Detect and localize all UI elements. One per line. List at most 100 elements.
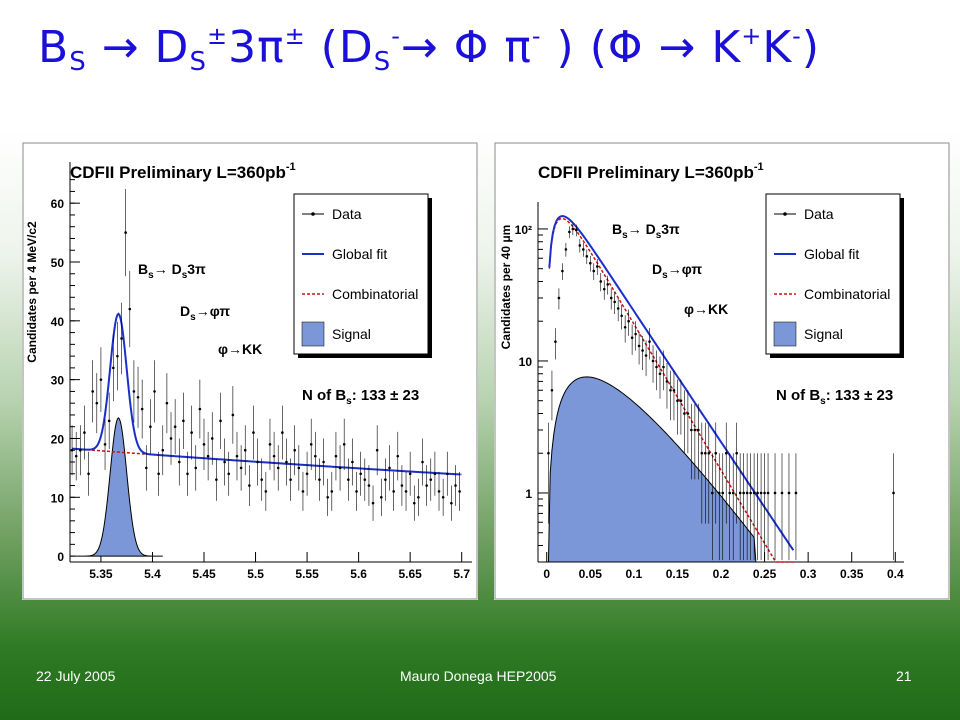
- x-tick-label: 0: [543, 567, 550, 581]
- data-marker: [595, 265, 599, 268]
- data-point: [87, 451, 90, 496]
- data-point: [260, 458, 264, 501]
- data-point: [707, 422, 711, 524]
- data-marker: [169, 437, 173, 440]
- data-marker: [177, 460, 181, 464]
- data-marker: [561, 269, 564, 273]
- data-marker: [136, 395, 140, 399]
- data-point: [710, 453, 714, 561]
- data-point: [742, 453, 745, 561]
- data-marker: [683, 412, 686, 415]
- data-point: [794, 453, 798, 561]
- data-point: [107, 392, 111, 450]
- data-marker: [693, 428, 697, 432]
- data-point: [379, 478, 383, 516]
- data-point: [95, 373, 99, 434]
- data-point: [575, 224, 578, 237]
- combinatorial-curve: [548, 217, 794, 563]
- data-marker: [384, 478, 387, 481]
- footer-page-number: 21: [896, 668, 912, 684]
- data-marker: [140, 407, 144, 411]
- data-point: [787, 453, 791, 561]
- data-point: [613, 292, 616, 314]
- data-point: [136, 366, 140, 428]
- data-point: [363, 458, 367, 501]
- data-point: [309, 418, 313, 470]
- data-marker: [70, 448, 74, 452]
- data-marker: [326, 495, 329, 499]
- data-point: [74, 431, 78, 481]
- data-point: [450, 485, 453, 521]
- data-marker: [592, 269, 596, 273]
- data-point: [564, 242, 568, 257]
- data-point: [627, 309, 630, 336]
- data-point: [210, 412, 214, 465]
- data-marker: [637, 344, 641, 348]
- data-point: [412, 485, 416, 521]
- data-point: [745, 453, 749, 561]
- data-point: [330, 471, 334, 511]
- data-marker: [379, 495, 383, 499]
- data-point: [272, 431, 276, 481]
- data-point: [186, 451, 189, 496]
- data-point: [630, 324, 634, 355]
- data-marker: [745, 491, 749, 495]
- data-marker: [157, 472, 160, 476]
- data-marker: [314, 454, 317, 458]
- data-marker: [437, 490, 441, 493]
- data-marker: [606, 283, 610, 286]
- signal-area: [79, 417, 163, 557]
- data-marker: [613, 300, 616, 304]
- data-marker: [367, 484, 371, 487]
- data-marker: [309, 443, 313, 446]
- data-marker: [297, 466, 301, 470]
- plot-header: CDFII Preliminary L=360pb-1: [538, 161, 764, 182]
- data-marker: [568, 230, 571, 234]
- y-tick-label: 10: [51, 491, 65, 505]
- x-tick-label: 0.15: [666, 567, 690, 581]
- data-marker: [363, 478, 367, 481]
- data-marker: [731, 491, 735, 495]
- data-point: [644, 340, 648, 377]
- data-point: [582, 242, 585, 257]
- data-marker: [334, 454, 338, 458]
- data-point: [289, 458, 292, 501]
- data-point: [554, 328, 557, 360]
- data-point: [264, 471, 268, 511]
- y-tick-label: 60: [51, 197, 65, 211]
- data-point: [651, 345, 655, 383]
- data-marker: [756, 491, 759, 495]
- data-marker: [149, 425, 152, 429]
- data-point: [683, 390, 686, 454]
- data-point: [602, 280, 606, 300]
- data-marker: [231, 413, 235, 417]
- data-point: [759, 453, 763, 561]
- data-marker: [161, 448, 165, 452]
- data-marker: [182, 419, 185, 423]
- x-tick-label: 5.6: [350, 567, 367, 581]
- data-marker: [79, 448, 82, 452]
- data-point: [347, 458, 350, 501]
- data-marker: [289, 478, 292, 481]
- data-marker: [99, 378, 103, 381]
- data-marker: [330, 490, 334, 493]
- data-point: [634, 321, 637, 351]
- legend-data-marker: [311, 212, 315, 216]
- data-point: [773, 453, 777, 561]
- data-point: [256, 438, 259, 486]
- data-marker: [623, 325, 627, 329]
- legend-fit-label: Global fit: [332, 246, 387, 262]
- data-marker: [400, 484, 404, 487]
- data-point: [655, 350, 658, 391]
- data-point: [371, 485, 375, 521]
- yield-label: N of Bs: 133 ± 23: [776, 387, 893, 407]
- data-marker: [429, 478, 433, 481]
- data-marker: [256, 460, 259, 464]
- legend-data-marker: [783, 212, 787, 216]
- footer-date: 22 July 2005: [36, 668, 116, 684]
- data-point: [623, 315, 627, 343]
- data-point: [301, 471, 305, 511]
- data-marker: [91, 390, 94, 393]
- data-marker: [672, 388, 676, 392]
- data-point: [231, 386, 235, 444]
